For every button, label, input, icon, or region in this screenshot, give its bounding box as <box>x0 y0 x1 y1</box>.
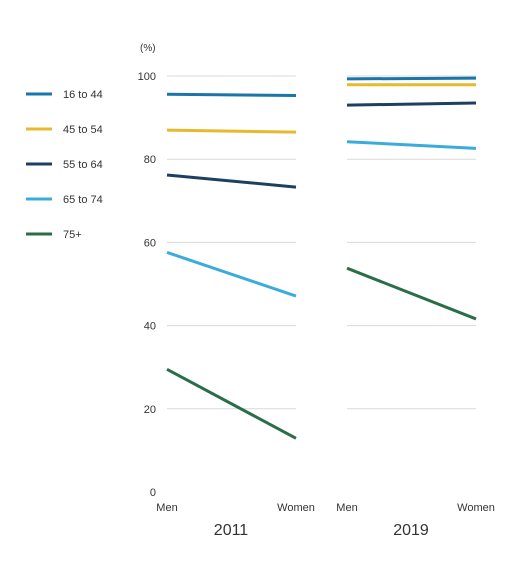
x-tick-label: Men <box>156 502 177 514</box>
legend-label: 55 to 64 <box>63 159 103 171</box>
y-tick-label: 80 <box>144 154 156 166</box>
panel-label: 2019 <box>393 522 429 539</box>
y-tick-label: 60 <box>144 237 156 249</box>
x-tick-label: Men <box>336 502 357 514</box>
series-line-16-to-44 <box>346 76 477 81</box>
x-tick-label: Women <box>277 502 315 514</box>
legend-label: 16 to 44 <box>63 89 103 101</box>
legend: 16 to 44 45 to 54 55 to 64 65 to 74 75+ <box>26 89 103 241</box>
legend-item: 45 to 54 <box>26 124 103 136</box>
series-line-45-to-54 <box>166 128 297 134</box>
legend-item: 65 to 74 <box>26 194 103 206</box>
legend-item: 55 to 64 <box>26 159 103 171</box>
panel-2019: Men Women 2019 <box>336 75 495 539</box>
y-tick-label: 100 <box>138 71 156 83</box>
x-tick-label: Women <box>457 502 495 514</box>
legend-label: 45 to 54 <box>63 124 103 136</box>
series-line-75plus <box>166 367 297 440</box>
y-tick-label: 40 <box>144 321 156 333</box>
series-line-75plus <box>346 266 477 321</box>
y-tick-label: 20 <box>144 404 156 416</box>
series-line-65-to-74 <box>166 250 297 298</box>
legend-label: 75+ <box>63 229 82 241</box>
series-line-55-to-64 <box>166 173 297 189</box>
panel-2011: Men Women 2011 <box>156 75 315 539</box>
series-line-16-to-44 <box>166 92 297 98</box>
legend-item: 75+ <box>26 229 82 241</box>
panels: Men Women 2011 Men Women 2019 <box>156 75 495 539</box>
y-unit-label: (%) <box>140 43 156 54</box>
series-line-55-to-64 <box>346 101 477 107</box>
legend-label: 65 to 74 <box>63 194 103 206</box>
y-axis: 0 20 40 60 80 100 <box>138 71 156 499</box>
legend-item: 16 to 44 <box>26 89 103 101</box>
panel-label: 2011 <box>214 522 249 539</box>
y-tick-label: 0 <box>150 487 156 499</box>
series-line-65-to-74 <box>346 140 477 150</box>
